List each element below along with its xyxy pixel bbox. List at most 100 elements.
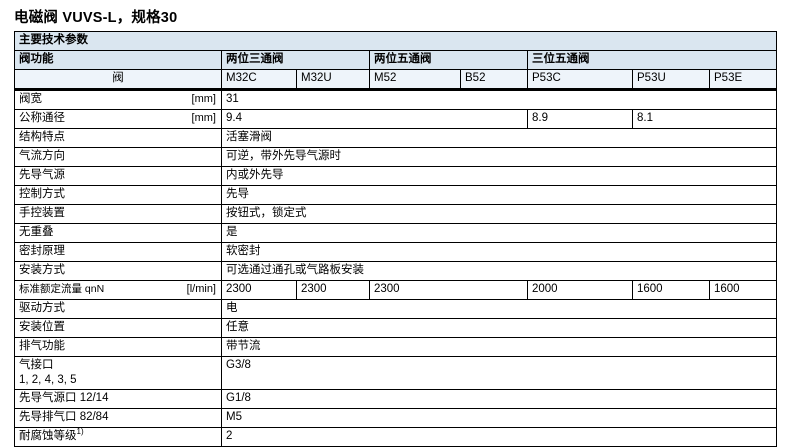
cell-flow-p53c: 2000 xyxy=(527,280,633,300)
table-row: 排气功能 带节流 xyxy=(14,337,777,357)
row-label-design-structure: 结构特点 xyxy=(14,128,222,148)
valve-function-row: 阀功能 两位三通阀 两位五通阀 三位五通阀 xyxy=(14,50,777,70)
footnote-marker: 1) xyxy=(76,427,84,437)
valve-function-label: 阀功能 xyxy=(14,50,222,70)
spec-sheet-page: 电磁阀 VUVS-L，规格30 主要技术参数 阀功能 xyxy=(14,10,777,447)
label-text: 耐腐蚀等级 xyxy=(19,430,77,442)
table-row: 驱动方式 电 xyxy=(14,299,777,319)
model-header-b52: B52 xyxy=(460,69,528,90)
row-label-no-overlap: 无重叠 xyxy=(14,223,222,243)
row-label-sealing-principle: 密封原理 xyxy=(14,242,222,262)
table-row: 气流方向 可逆，带外先导气源时 xyxy=(14,147,777,167)
row-label-pneumatic-connection: 气接口 1, 2, 4, 3, 5 xyxy=(14,356,222,390)
label-text: 排气功能 xyxy=(19,340,65,352)
row-label-valve-width: 阀宽 [mm] xyxy=(14,88,222,110)
valve-row-label: 阀 xyxy=(14,69,222,90)
table-row: 密封原理 软密封 xyxy=(14,242,777,262)
row-label-nominal-width: 公称通径 [mm] xyxy=(14,109,222,129)
section-heading-row: 主要技术参数 xyxy=(14,31,777,51)
table-row: 控制方式 先导 xyxy=(14,185,777,205)
label-text: 安装方式 xyxy=(19,264,65,276)
cell-flow-m32c: 2300 xyxy=(221,280,297,300)
cell-design-structure: 活塞滑阀 xyxy=(221,128,777,148)
row-label-standard-nominal-flow: 标准额定流量 qnN [l/min] xyxy=(14,280,222,300)
cell-flow-m52-b52: 2300 xyxy=(369,280,528,300)
label-text: 密封原理 xyxy=(19,245,65,257)
label-text-line2: 1, 2, 4, 3, 5 xyxy=(19,374,77,386)
cell-manual-override: 按钮式，锁定式 xyxy=(221,204,777,224)
label-unit: [l/min] xyxy=(186,283,216,295)
label-text: 无重叠 xyxy=(19,226,54,238)
table-row: 安装方式 可选通过通孔或气路板安装 xyxy=(14,261,777,281)
label-text: 阀宽 xyxy=(19,93,42,105)
page-title: 电磁阀 VUVS-L，规格30 xyxy=(14,10,178,26)
group-header-3x5: 三位五通阀 xyxy=(527,50,777,70)
cell-valve-width: 31 xyxy=(221,88,777,110)
table-row: 无重叠 是 xyxy=(14,223,777,243)
model-header-m32c: M32C xyxy=(221,69,297,90)
label-text: 标准额定流量 qnN xyxy=(19,283,105,295)
table-row: 公称通径 [mm] 9.4 8.9 8.1 xyxy=(14,109,777,129)
label-unit: [mm] xyxy=(191,93,216,105)
label-text: 控制方式 xyxy=(19,188,65,200)
row-label-actuation-type: 控制方式 xyxy=(14,185,222,205)
row-label-manual-override: 手控装置 xyxy=(14,204,222,224)
label-text: 公称通径 xyxy=(19,112,65,124)
cell-no-overlap: 是 xyxy=(221,223,777,243)
cell-flow-p53u: 1600 xyxy=(632,280,710,300)
table-row: 先导气源口 12/14 G1/8 xyxy=(14,389,777,409)
table-row: 先导排气口 82/84 M5 xyxy=(14,408,777,428)
cell-exhaust-function: 带节流 xyxy=(221,337,777,357)
cell-pilot-supply-port: G1/8 xyxy=(221,389,777,409)
model-header-p53e: P53E xyxy=(709,69,777,90)
label-text: 气接口 xyxy=(19,359,54,371)
cell-mounting-position: 任意 xyxy=(221,318,777,338)
cell-flow-direction: 可逆，带外先导气源时 xyxy=(221,147,777,167)
table-row: 安装位置 任意 xyxy=(14,318,777,338)
section-heading: 主要技术参数 xyxy=(14,31,777,51)
cell-pilot-air-supply: 内或外先导 xyxy=(221,166,777,186)
cell-corrosion-resistance-class: 2 xyxy=(221,427,777,447)
cell-nominal-width-2: 8.9 xyxy=(527,109,633,129)
table-row: 耐腐蚀等级1) 2 xyxy=(14,427,777,447)
specifications-table-container: 主要技术参数 阀功能 两位三通阀 两位五通阀 三位五通阀 阀 M32C M32U… xyxy=(14,31,777,447)
cell-mounting-type: 可选通过通孔或气路板安装 xyxy=(221,261,777,281)
row-label-pilot-exhaust-port: 先导排气口 82/84 xyxy=(14,408,222,428)
label-text: 气流方向 xyxy=(19,150,65,162)
table-row: 先导气源 内或外先导 xyxy=(14,166,777,186)
model-header-p53c: P53C xyxy=(527,69,633,90)
cell-nominal-width-3: 8.1 xyxy=(632,109,777,129)
row-label-mounting-type: 安装方式 xyxy=(14,261,222,281)
label-text: 结构特点 xyxy=(19,131,65,143)
label-text: 先导气源口 12/14 xyxy=(19,392,109,404)
model-header-m32u: M32U xyxy=(296,69,370,90)
label-text: 驱动方式 xyxy=(19,302,65,314)
cell-sealing-principle: 软密封 xyxy=(221,242,777,262)
table-row: 结构特点 活塞滑阀 xyxy=(14,128,777,148)
table-row: 气接口 1, 2, 4, 3, 5 G3/8 xyxy=(14,356,777,390)
specifications-table: 主要技术参数 阀功能 两位三通阀 两位五通阀 三位五通阀 阀 M32C M32U… xyxy=(14,31,777,447)
table-row: 阀宽 [mm] 31 xyxy=(14,88,777,110)
cell-nominal-width-1: 9.4 xyxy=(221,109,528,129)
group-header-2x5: 两位五通阀 xyxy=(369,50,528,70)
row-label-corrosion-resistance-class: 耐腐蚀等级1) xyxy=(14,427,222,447)
cell-pneumatic-connection: G3/8 xyxy=(221,356,777,390)
row-label-exhaust-function: 排气功能 xyxy=(14,337,222,357)
row-label-pilot-air-supply: 先导气源 xyxy=(14,166,222,186)
row-label-flow-direction: 气流方向 xyxy=(14,147,222,167)
model-header-m52: M52 xyxy=(369,69,461,90)
row-label-drive-type: 驱动方式 xyxy=(14,299,222,319)
row-label-mounting-position: 安装位置 xyxy=(14,318,222,338)
cell-flow-m32u: 2300 xyxy=(296,280,370,300)
table-row: 手控装置 按钮式，锁定式 xyxy=(14,204,777,224)
label-text: 手控装置 xyxy=(19,207,65,219)
table-row: 标准额定流量 qnN [l/min] 2300 2300 2300 2000 1… xyxy=(14,280,777,300)
model-header-p53u: P53U xyxy=(632,69,710,90)
label-text: 先导排气口 82/84 xyxy=(19,411,109,423)
label-unit: [mm] xyxy=(191,112,216,124)
group-header-2x3: 两位三通阀 xyxy=(221,50,370,70)
model-header-row: 阀 M32C M32U M52 B52 P53C P53U P53E xyxy=(14,69,777,90)
cell-actuation-type: 先导 xyxy=(221,185,777,205)
row-label-pilot-supply-port: 先导气源口 12/14 xyxy=(14,389,222,409)
cell-pilot-exhaust-port: M5 xyxy=(221,408,777,428)
